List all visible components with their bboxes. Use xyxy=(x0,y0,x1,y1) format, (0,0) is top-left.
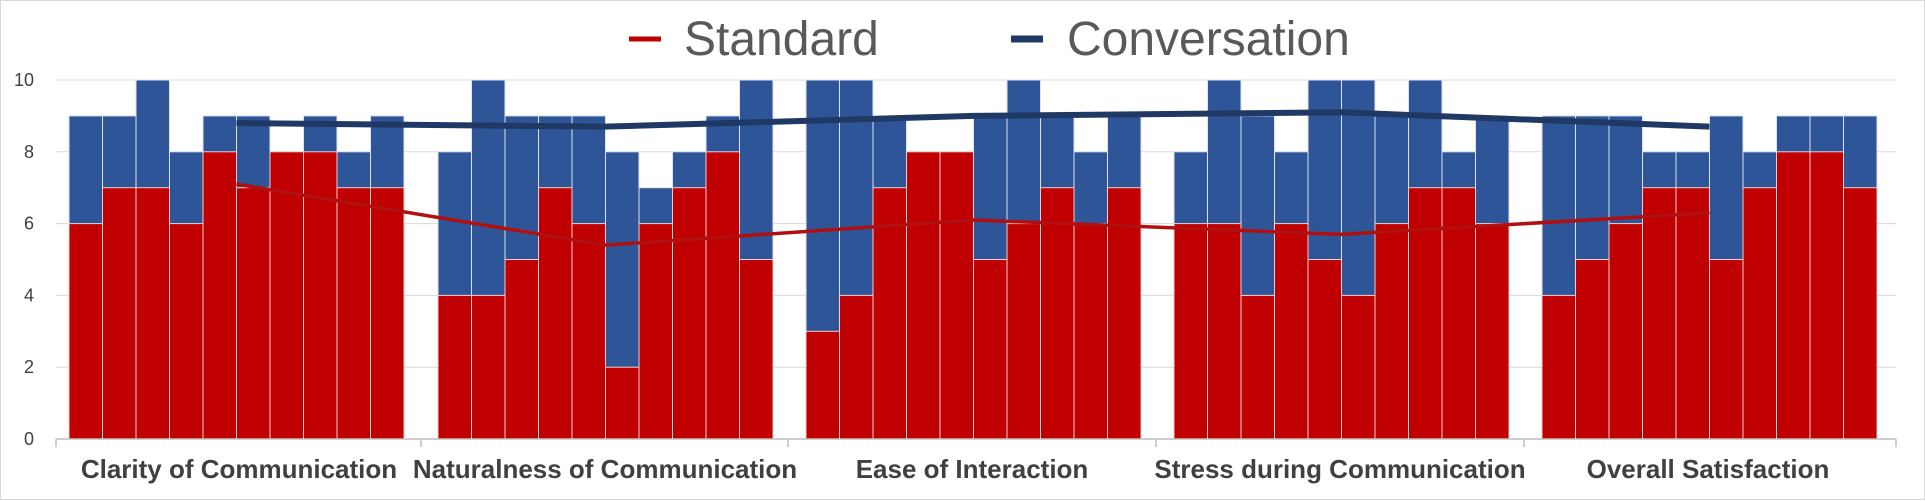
standard-bar xyxy=(973,259,1008,440)
y-tick-label: 6 xyxy=(24,214,34,234)
legend-standard-label: Standard xyxy=(684,13,879,66)
conversation-average-line xyxy=(236,109,1710,130)
standard-bar xyxy=(1006,223,1041,440)
standard-bar xyxy=(1541,294,1576,440)
standard-bar xyxy=(705,151,740,440)
standard-bar xyxy=(1843,187,1878,440)
standard-bar xyxy=(236,187,271,440)
standard-bar xyxy=(1575,259,1610,440)
standard-bar xyxy=(1709,259,1744,440)
x-category-label: Overall Satisfaction xyxy=(1587,454,1830,484)
x-category-label: Clarity of Communication xyxy=(81,454,397,484)
standard-bar xyxy=(471,294,506,440)
standard-bar xyxy=(336,187,371,440)
standard-bar xyxy=(1173,223,1208,440)
standard-bar xyxy=(538,187,573,440)
standard-bar xyxy=(605,366,640,440)
y-tick-label: 2 xyxy=(24,357,34,377)
standard-bar xyxy=(1240,294,1275,440)
y-tick-label: 4 xyxy=(24,285,34,305)
y-tick-label: 8 xyxy=(24,142,34,162)
axis-layer: 0 2 4 6 8 10 Clarity of Communication Naturalne… xyxy=(14,70,1897,484)
y-tick-label: 0 xyxy=(24,429,34,449)
standard-bar xyxy=(1374,223,1409,440)
standard-bar xyxy=(1475,223,1510,440)
standard-bar xyxy=(1307,259,1342,440)
standard-bar xyxy=(169,223,204,440)
standard-bar xyxy=(1776,151,1811,440)
standard-bar xyxy=(202,151,237,440)
standard-bar xyxy=(1675,187,1710,440)
legend-conversation-label: Conversation xyxy=(1067,13,1350,66)
standard-bar xyxy=(872,187,907,440)
x-category-label: Naturalness of Communication xyxy=(413,454,797,484)
standard-bar xyxy=(939,151,974,440)
standard-bar xyxy=(672,187,707,440)
standard-bar xyxy=(102,187,137,440)
standard-bar xyxy=(1107,187,1142,440)
standard-bar xyxy=(739,259,774,440)
standard-bar xyxy=(437,294,472,440)
standard-bar xyxy=(638,223,673,440)
standard-bar xyxy=(1608,223,1643,440)
standard-bar xyxy=(68,223,103,440)
standard-bar xyxy=(135,187,170,440)
standard-bar xyxy=(1642,187,1677,440)
standard-bar xyxy=(1207,223,1242,440)
standard-bar xyxy=(1073,223,1108,440)
standard-bar xyxy=(1341,294,1376,440)
standard-bar xyxy=(571,223,606,440)
standard-bar xyxy=(504,259,539,440)
standard-bar xyxy=(839,294,874,440)
average-lines xyxy=(236,109,1710,247)
standard-bar xyxy=(1274,223,1309,440)
standard-bar xyxy=(370,187,405,440)
standard-bar xyxy=(1742,187,1777,440)
standard-bar xyxy=(1408,187,1443,440)
standard-bar xyxy=(906,151,941,440)
standard-bar xyxy=(805,330,840,440)
x-category-label: Ease of Interaction xyxy=(856,454,1089,484)
legend: Standard Conversation xyxy=(629,13,1350,66)
standard-bar xyxy=(1809,151,1844,440)
x-category-label: Stress during Communication xyxy=(1154,454,1525,484)
standard-average-line xyxy=(236,182,1710,247)
y-tick-label: 10 xyxy=(14,70,34,90)
